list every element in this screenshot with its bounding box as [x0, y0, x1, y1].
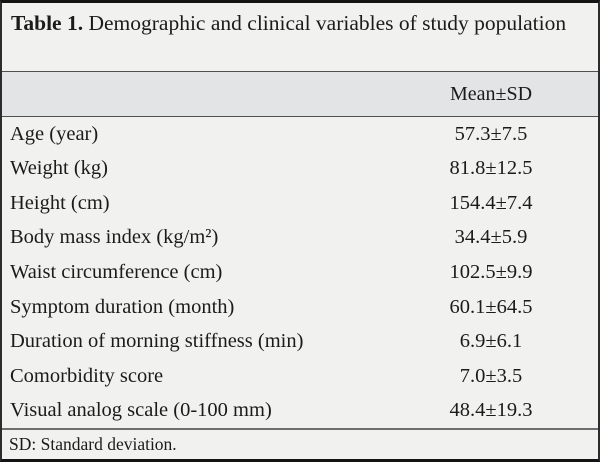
row-value: 57.3±7.5 [454, 122, 528, 145]
row-value: 154.4±7.4 [449, 191, 533, 214]
row-label: Comorbidity score [10, 364, 164, 387]
table-row: Age (year) 57.3±7.5 [2, 117, 598, 152]
table-row: Body mass index (kg/m²) 34.4±5.9 [2, 221, 598, 256]
row-label: Symptom duration (month) [10, 295, 235, 318]
row-label: Visual analog scale (0-100 mm) [10, 399, 272, 422]
table-row: Symptom duration (month) 60.1±64.5 [2, 290, 598, 325]
table-row: Duration of morning stiffness (min) 6.9±… [2, 324, 598, 359]
row-value: 60.1±64.5 [449, 295, 533, 318]
row-value: 34.4±5.9 [454, 226, 528, 249]
table-caption: Table 1. Demographic and clinical variab… [2, 3, 598, 72]
row-label: Weight (kg) [10, 157, 108, 180]
row-value: 102.5±9.9 [449, 261, 533, 284]
table-row: Weight (kg) 81.8±12.5 [2, 152, 598, 187]
table-row: Waist circumference (cm) 102.5±9.9 [2, 255, 598, 290]
row-label: Duration of morning stiffness (min) [10, 330, 304, 353]
row-value: 7.0±3.5 [459, 364, 523, 387]
table-footnote: SD: Standard deviation. [2, 428, 598, 459]
header-mean-sd-cell: Mean±SD [449, 82, 533, 105]
table-header-row: Mean±SD [2, 72, 598, 117]
table-row: Height (cm) 154.4±7.4 [2, 186, 598, 221]
row-value: 48.4±19.3 [449, 399, 533, 422]
row-label: Body mass index (kg/m²) [10, 226, 219, 249]
table-caption-label: Table 1. [11, 11, 84, 35]
row-value: 81.8±12.5 [449, 157, 533, 180]
row-label: Waist circumference (cm) [10, 261, 223, 284]
row-label: Height (cm) [10, 191, 110, 214]
table-row: Visual analog scale (0-100 mm) 48.4±19.3 [2, 394, 598, 429]
row-value: 6.9±6.1 [459, 330, 523, 353]
table-caption-text: Demographic and clinical variables of st… [88, 11, 567, 35]
table-body: Age (year) 57.3±7.5 Weight (kg) 81.8±12.… [2, 117, 598, 428]
row-label: Age (year) [10, 122, 99, 145]
table-row: Comorbidity score 7.0±3.5 [2, 359, 598, 394]
